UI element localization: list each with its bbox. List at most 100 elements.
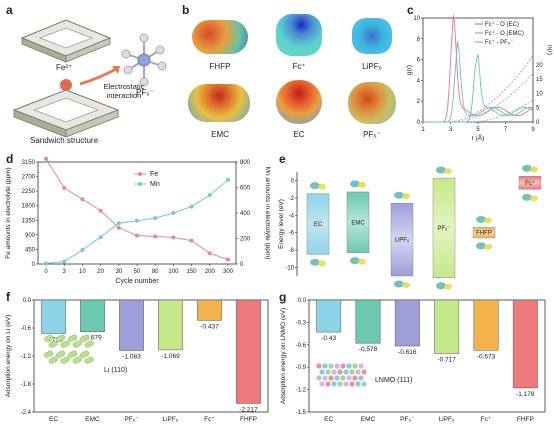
fc-esp-map bbox=[276, 14, 322, 56]
surface-annotation: LNMO (111) bbox=[375, 377, 412, 384]
data-point-fe bbox=[116, 225, 121, 230]
panel-f: f 0.0 -0.6 -1.2 -1.8 -2.4 -0.718 EC -0.679 EMC -1… bbox=[0, 290, 275, 424]
y-axis-label: Adsorption energy on Li (eV) bbox=[5, 315, 12, 398]
plot-frame bbox=[37, 161, 237, 265]
li-atom bbox=[68, 350, 78, 358]
x-axis-label: r (Å) bbox=[472, 133, 485, 142]
energy-gap-label: LiPF₆ bbox=[395, 238, 410, 244]
data-point-mn bbox=[44, 261, 48, 266]
legend-marker bbox=[138, 172, 142, 176]
molecule-label-fhfp: FHFP bbox=[209, 62, 231, 71]
y-tick-label: -0.3 bbox=[296, 320, 307, 326]
legend-label: Fe bbox=[150, 171, 158, 178]
energy-gap-bar bbox=[518, 176, 542, 190]
lnmo-atom bbox=[343, 369, 349, 375]
panel-e: e -10 -8 -6 -4 -2 0 Energy level (eV) EC EMC LiPF… bbox=[275, 150, 554, 290]
y-tick-label: -0.6 bbox=[296, 343, 307, 349]
x-tick-label: EC bbox=[49, 416, 58, 423]
adsorption-bar bbox=[119, 299, 144, 351]
x-tick-label: 5 bbox=[476, 127, 480, 133]
orbital-lobe bbox=[310, 182, 320, 190]
bar-value-label: -0.616 bbox=[398, 349, 417, 356]
energy-gap-label: PF₆⁻ bbox=[437, 226, 450, 232]
y-axis-label: Adsorption energy on LNMO (eV) bbox=[280, 308, 287, 404]
panel-b: b FHFP Fc⁺ LiPF₆ EMC EC PF₆⁻ bbox=[180, 0, 405, 150]
lnmo-atom bbox=[325, 369, 331, 375]
panel-d-label: d bbox=[6, 152, 14, 166]
li-atom bbox=[80, 334, 90, 342]
lnmo-atom bbox=[322, 363, 328, 369]
li-atom bbox=[56, 350, 66, 358]
lnmo-atom bbox=[331, 381, 337, 387]
orbital-lobe bbox=[444, 168, 452, 175]
x-tick-label: 80 bbox=[152, 269, 159, 275]
energy-gap-bar bbox=[472, 227, 496, 239]
energy-gap-bar bbox=[390, 203, 414, 277]
orbital-lobe bbox=[358, 181, 366, 188]
y-tick-label: -4 bbox=[289, 213, 295, 219]
orbital-lobe bbox=[394, 280, 404, 288]
y2-tick-label: 800 bbox=[240, 160, 251, 166]
x-tick-label: 200 bbox=[205, 269, 216, 275]
data-point-mn bbox=[116, 221, 121, 226]
y-axis-label: Fe amounts in electrolyte (ppm) bbox=[5, 167, 12, 258]
lnmo-atom bbox=[358, 363, 364, 369]
lnmo-atom bbox=[337, 369, 343, 375]
li-atom bbox=[60, 340, 70, 348]
y-axis-label: g(r) bbox=[406, 65, 413, 75]
x-tick-label: 300 bbox=[223, 269, 234, 275]
lnmo-atom bbox=[361, 381, 367, 387]
y-tick-label: 0 bbox=[32, 262, 36, 268]
y2-axis-label: Mn amounts in electrolyte (ppm) bbox=[264, 167, 271, 260]
orbital-lobe bbox=[476, 215, 486, 223]
lnmo-atom bbox=[346, 375, 352, 381]
x-tick-label: 7 bbox=[504, 127, 508, 133]
panel-d: d 0 3 10 20 30 50 80 100 150 200 300 0 450 900 1350 180… bbox=[0, 150, 275, 290]
legend-marker bbox=[138, 182, 142, 186]
fhfp-esp-map bbox=[192, 20, 248, 54]
y-tick-label: 1800 bbox=[22, 204, 36, 210]
energy-gap-label: Fc⁺ bbox=[525, 180, 535, 187]
orbital-lobe bbox=[476, 242, 486, 250]
lnmo-atom bbox=[352, 363, 358, 369]
data-point-mn bbox=[62, 259, 67, 264]
lnmo-atom bbox=[316, 375, 322, 381]
data-point-mn bbox=[153, 216, 158, 221]
x-tick-label: 150 bbox=[187, 269, 198, 275]
lnmo-atom bbox=[316, 363, 322, 369]
data-point-fe bbox=[207, 251, 212, 256]
lnmo-atom bbox=[337, 381, 343, 387]
data-point-fe bbox=[226, 257, 230, 262]
data-point-mn bbox=[189, 204, 194, 209]
y-tick-label: 8 bbox=[417, 37, 421, 43]
li-atom bbox=[72, 356, 82, 364]
bar-value-label: -0.717 bbox=[437, 357, 456, 364]
pf6-label: PF₆⁻ bbox=[136, 88, 154, 97]
y-tick-label: 0.0 bbox=[298, 298, 307, 304]
lnmo-atom bbox=[340, 375, 346, 381]
y-tick-label: 0.0 bbox=[23, 298, 32, 304]
bar-value-label: -0.437 bbox=[200, 323, 219, 330]
y-tick-label: -1.2 bbox=[21, 354, 32, 360]
x-tick-label: 100 bbox=[168, 269, 179, 275]
bar-value-label: -1.083 bbox=[122, 354, 141, 361]
lnmo-atom bbox=[334, 375, 340, 381]
bar-value-label: -0.43 bbox=[321, 335, 336, 342]
y2-tick-label: 600 bbox=[240, 186, 251, 192]
data-point-mn bbox=[207, 193, 212, 198]
adsorption-bar bbox=[41, 299, 66, 334]
legend-label: Fc⁺ - O (EMC) bbox=[485, 30, 524, 37]
ec-esp-map bbox=[276, 80, 322, 124]
x-tick-label: 1 bbox=[421, 127, 425, 133]
bar-value-label: -1.069 bbox=[161, 353, 180, 360]
lnmo-atom bbox=[355, 381, 361, 387]
orbital-lobe bbox=[522, 193, 532, 201]
bar-value-label: -1.178 bbox=[516, 391, 535, 398]
y-tick-label: 450 bbox=[25, 247, 36, 253]
lnmo-adsorption-chart: 0.0 -0.3 -0.6 -0.9 -1.2 -1.5 -0.43 EC -0.578 EMC -… bbox=[280, 298, 546, 423]
lipf6-esp-map bbox=[352, 18, 392, 54]
orbital-lobe bbox=[402, 282, 410, 288]
orbital-lobe bbox=[394, 191, 404, 199]
li-atom bbox=[68, 334, 78, 342]
orbital-lobe bbox=[530, 166, 538, 173]
